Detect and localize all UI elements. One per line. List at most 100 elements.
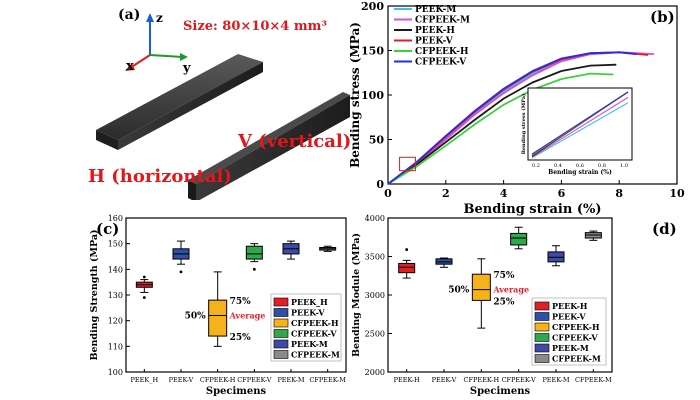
x-tick-label: CFPEEK-H [464, 376, 500, 384]
inset-y-axis-title: Bending stress (MPa) [520, 94, 527, 155]
panel-a-specimen-photo: (a) Size: 80×10×4 mm³ z x y V (vertical) [88, 2, 350, 200]
legend-label: CFPEEK-V [291, 329, 337, 339]
x-tick-label: CFPEEK-V [502, 376, 536, 384]
series-line-cfpeek-v [387, 51, 637, 185]
panel-a-label: (a) [118, 7, 140, 23]
inset-x-tick-label: 0.6 [576, 163, 584, 169]
legend-swatch [273, 308, 289, 317]
legend-label: PEEK-M [552, 343, 589, 353]
x-tick-label: CFPEEK-M [309, 376, 346, 384]
panel-b-stress-strain-chart: (b) 0 2 4 6 8 10 0 50 100 150 200 Bending strain (%)… [350, 0, 695, 220]
x-tick-label: 10 [669, 187, 685, 200]
box-peek-h [398, 262, 416, 274]
x-tick-label: PEEK-V [169, 376, 194, 384]
inset-series-line [531, 96, 629, 158]
legend-swatch [273, 329, 289, 338]
legend-label: PEEK-M [291, 339, 328, 349]
size-text: Size: 80×10×4 mm³ [183, 19, 327, 34]
legend-swatch [273, 318, 289, 328]
legend-label: PEEK_H [291, 297, 328, 307]
legend-label: CFPEEK-V [415, 58, 467, 68]
legend-label: PEEK-H [552, 301, 588, 311]
x-tick-label: CFPEEK-V [237, 376, 271, 384]
y-tick-label: 100 [361, 89, 384, 102]
box-outlier-point [179, 270, 183, 274]
x-tick-label: PEEK-V [432, 376, 457, 384]
y-tick-label: 2500 [365, 330, 385, 339]
box-cfpeek-h [208, 299, 228, 337]
x-tick-label: 0 [384, 187, 392, 200]
x-tick-label: CFPEEK-M [575, 376, 612, 384]
x-axis-title: Specimens [470, 386, 531, 397]
x-tick-label: 4 [500, 187, 508, 200]
annotation-mean: Average [492, 285, 529, 295]
box-outlier-point [405, 248, 409, 251]
axis-z-label: z [156, 11, 163, 25]
box-outlier-point [142, 296, 146, 299]
x-axis-title: Specimens [206, 386, 267, 397]
y-tick-label: 150 [108, 240, 123, 249]
legend-label: CFPEEK-H [291, 318, 339, 328]
inset-x-tick-label: 0.8 [598, 163, 606, 169]
annotation-mean: Average [229, 311, 266, 321]
annotation-lower-quartile: 25% [493, 297, 515, 307]
inset-x-tick-label: 0.4 [554, 163, 562, 169]
legend-label: PEEK-V [291, 308, 325, 318]
y-axis-title: Bending Strength (MPa) [89, 229, 100, 360]
legend-label: PEEK-M [415, 5, 456, 15]
x-tick-label: CFPEEK-H [200, 376, 236, 384]
series-line-peek-h [387, 63, 617, 185]
legend-label: PEEK-H [415, 26, 455, 36]
inset-series-line [531, 91, 629, 155]
x-tick-label: PEEK_H [131, 376, 159, 384]
inset-x-tick-label: 1.0 [620, 163, 628, 169]
box-cfpeek-v [510, 232, 528, 246]
legend-swatch [534, 312, 550, 321]
panel-c-bending-strength-boxplot: (c) 100 110 120 130 140 150 160 PEEK_H PEEK-V CFPE… [88, 210, 350, 400]
legend-label: CFPEEK-M [415, 16, 470, 26]
vertical-specimen-bar [188, 92, 350, 200]
horizontal-specimen-bar [96, 54, 263, 150]
axis-x-label: x [126, 59, 134, 74]
y-tick-label: 3000 [365, 291, 385, 300]
y-tick-label: 140 [108, 265, 123, 274]
y-tick-label: 200 [361, 0, 384, 13]
y-tick-label: 110 [108, 342, 123, 351]
annotation-upper-quartile: 75% [230, 297, 252, 307]
annotation-upper-quartile: 75% [493, 271, 515, 281]
inset-series-line [531, 102, 629, 159]
x-tick-label: PEEK-M [542, 376, 569, 384]
y-tick-label: 120 [108, 317, 123, 326]
panel-b-label: (b) [650, 8, 675, 26]
legend-label: PEEK-V [415, 37, 454, 47]
horizontal-label: H (horizontal) [88, 166, 232, 187]
annotation-lower-quartile: 25% [230, 333, 252, 343]
x-tick-label: 2 [442, 187, 450, 200]
x-tick-label: 8 [615, 187, 623, 200]
axis-triad: z x y [125, 11, 191, 76]
annotation-median: 50% [448, 286, 470, 296]
y-tick-label: 100 [108, 368, 123, 377]
y-axis-title: Bending Module (MPa) [351, 233, 362, 357]
panel-d-bending-module-boxplot: (d) 2000 2500 3000 3500 4000 PEEK-H PEEK-V CFPEE… [350, 210, 695, 400]
panel-label: (c) [96, 220, 119, 238]
y-tick-label: 160 [108, 214, 123, 223]
legend-swatch [273, 297, 289, 307]
zoom-region-box [399, 156, 416, 172]
legend-swatch [534, 333, 550, 342]
inset-x-tick-label: 0.2 [532, 163, 540, 169]
annotation-median: 50% [185, 312, 207, 322]
legend-swatch [534, 343, 550, 353]
legend-label: CFPEEK-H [415, 47, 469, 57]
panel-label: (d) [652, 220, 677, 238]
y-tick-label: 50 [369, 134, 385, 147]
y-tick-label: 4000 [365, 214, 385, 223]
vertical-label: V (vertical) [237, 131, 350, 152]
legend-label: CFPEEK-H [552, 322, 600, 332]
inset-x-axis-title: Bending strain (%) [548, 169, 612, 176]
box-outlier-point [252, 267, 256, 271]
legend-label: CFPEEK-M [552, 354, 601, 364]
series-line-cfpeek-h [387, 72, 614, 185]
